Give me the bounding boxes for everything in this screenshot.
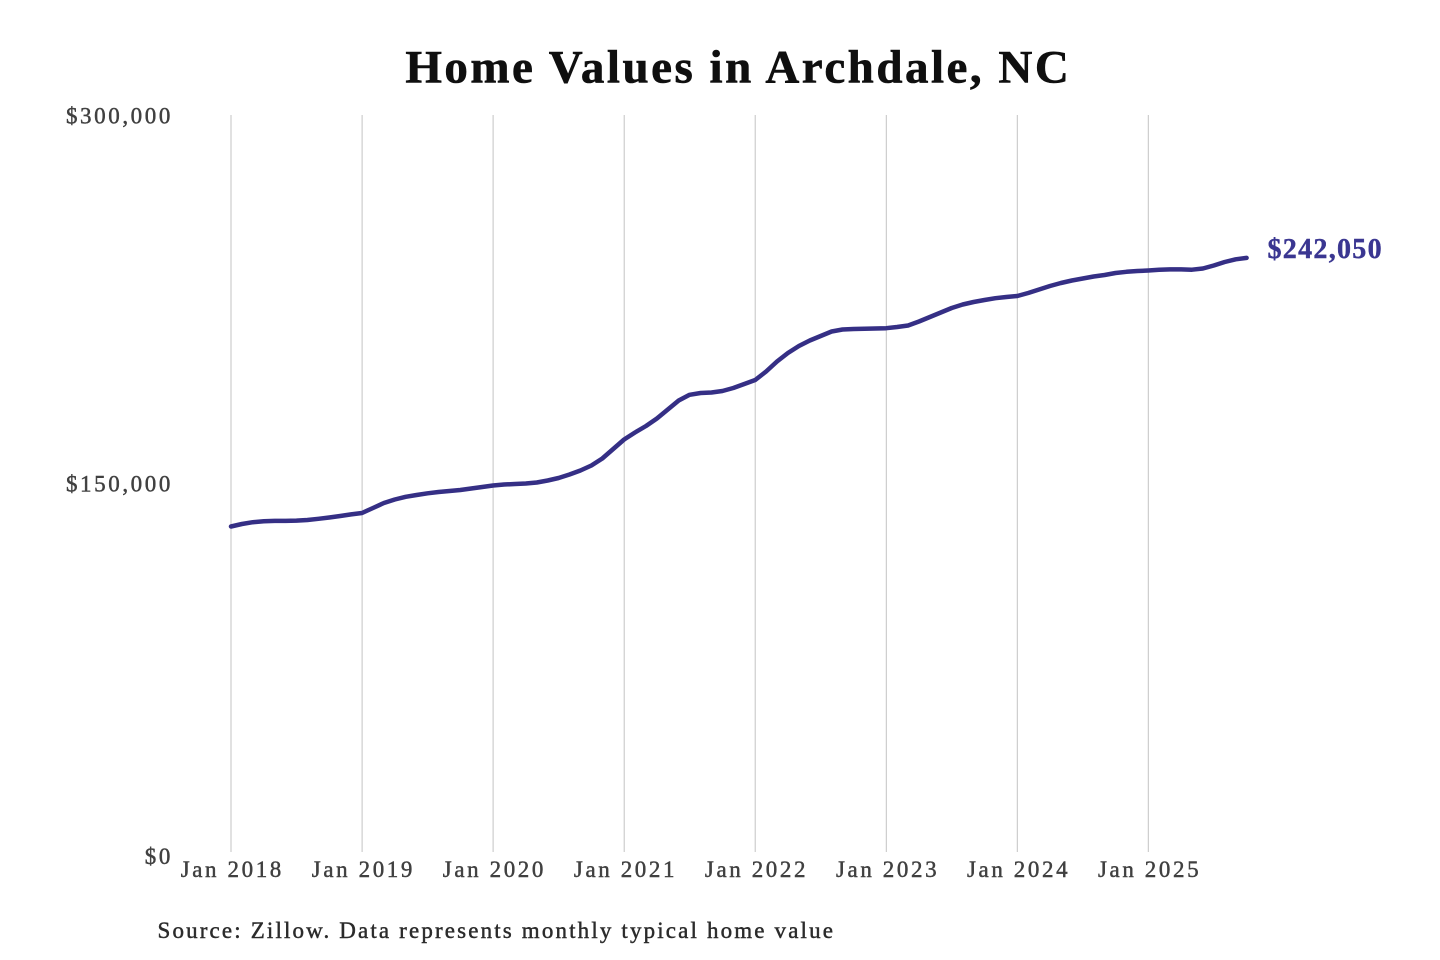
svg-text:Home Values in Archdale, NC: Home Values in Archdale, NC bbox=[405, 42, 1071, 94]
svg-text:Jan 2021: Jan 2021 bbox=[574, 857, 677, 882]
svg-text:Jan 2019: Jan 2019 bbox=[312, 857, 415, 882]
svg-text:Jan 2024: Jan 2024 bbox=[967, 857, 1070, 882]
svg-text:Jan 2025: Jan 2025 bbox=[1098, 857, 1201, 882]
svg-text:$150,000: $150,000 bbox=[66, 472, 173, 497]
svg-text:$300,000: $300,000 bbox=[66, 104, 173, 129]
svg-text:Jan 2020: Jan 2020 bbox=[443, 857, 546, 882]
svg-text:$242,050: $242,050 bbox=[1268, 234, 1383, 265]
svg-text:Jan 2022: Jan 2022 bbox=[705, 857, 808, 882]
svg-text:Jan 2023: Jan 2023 bbox=[836, 857, 939, 882]
svg-text:$0: $0 bbox=[145, 844, 173, 869]
svg-text:Jan 2018: Jan 2018 bbox=[181, 857, 284, 882]
svg-text:Source: Zillow. Data represent: Source: Zillow. Data represents monthly … bbox=[158, 918, 836, 943]
